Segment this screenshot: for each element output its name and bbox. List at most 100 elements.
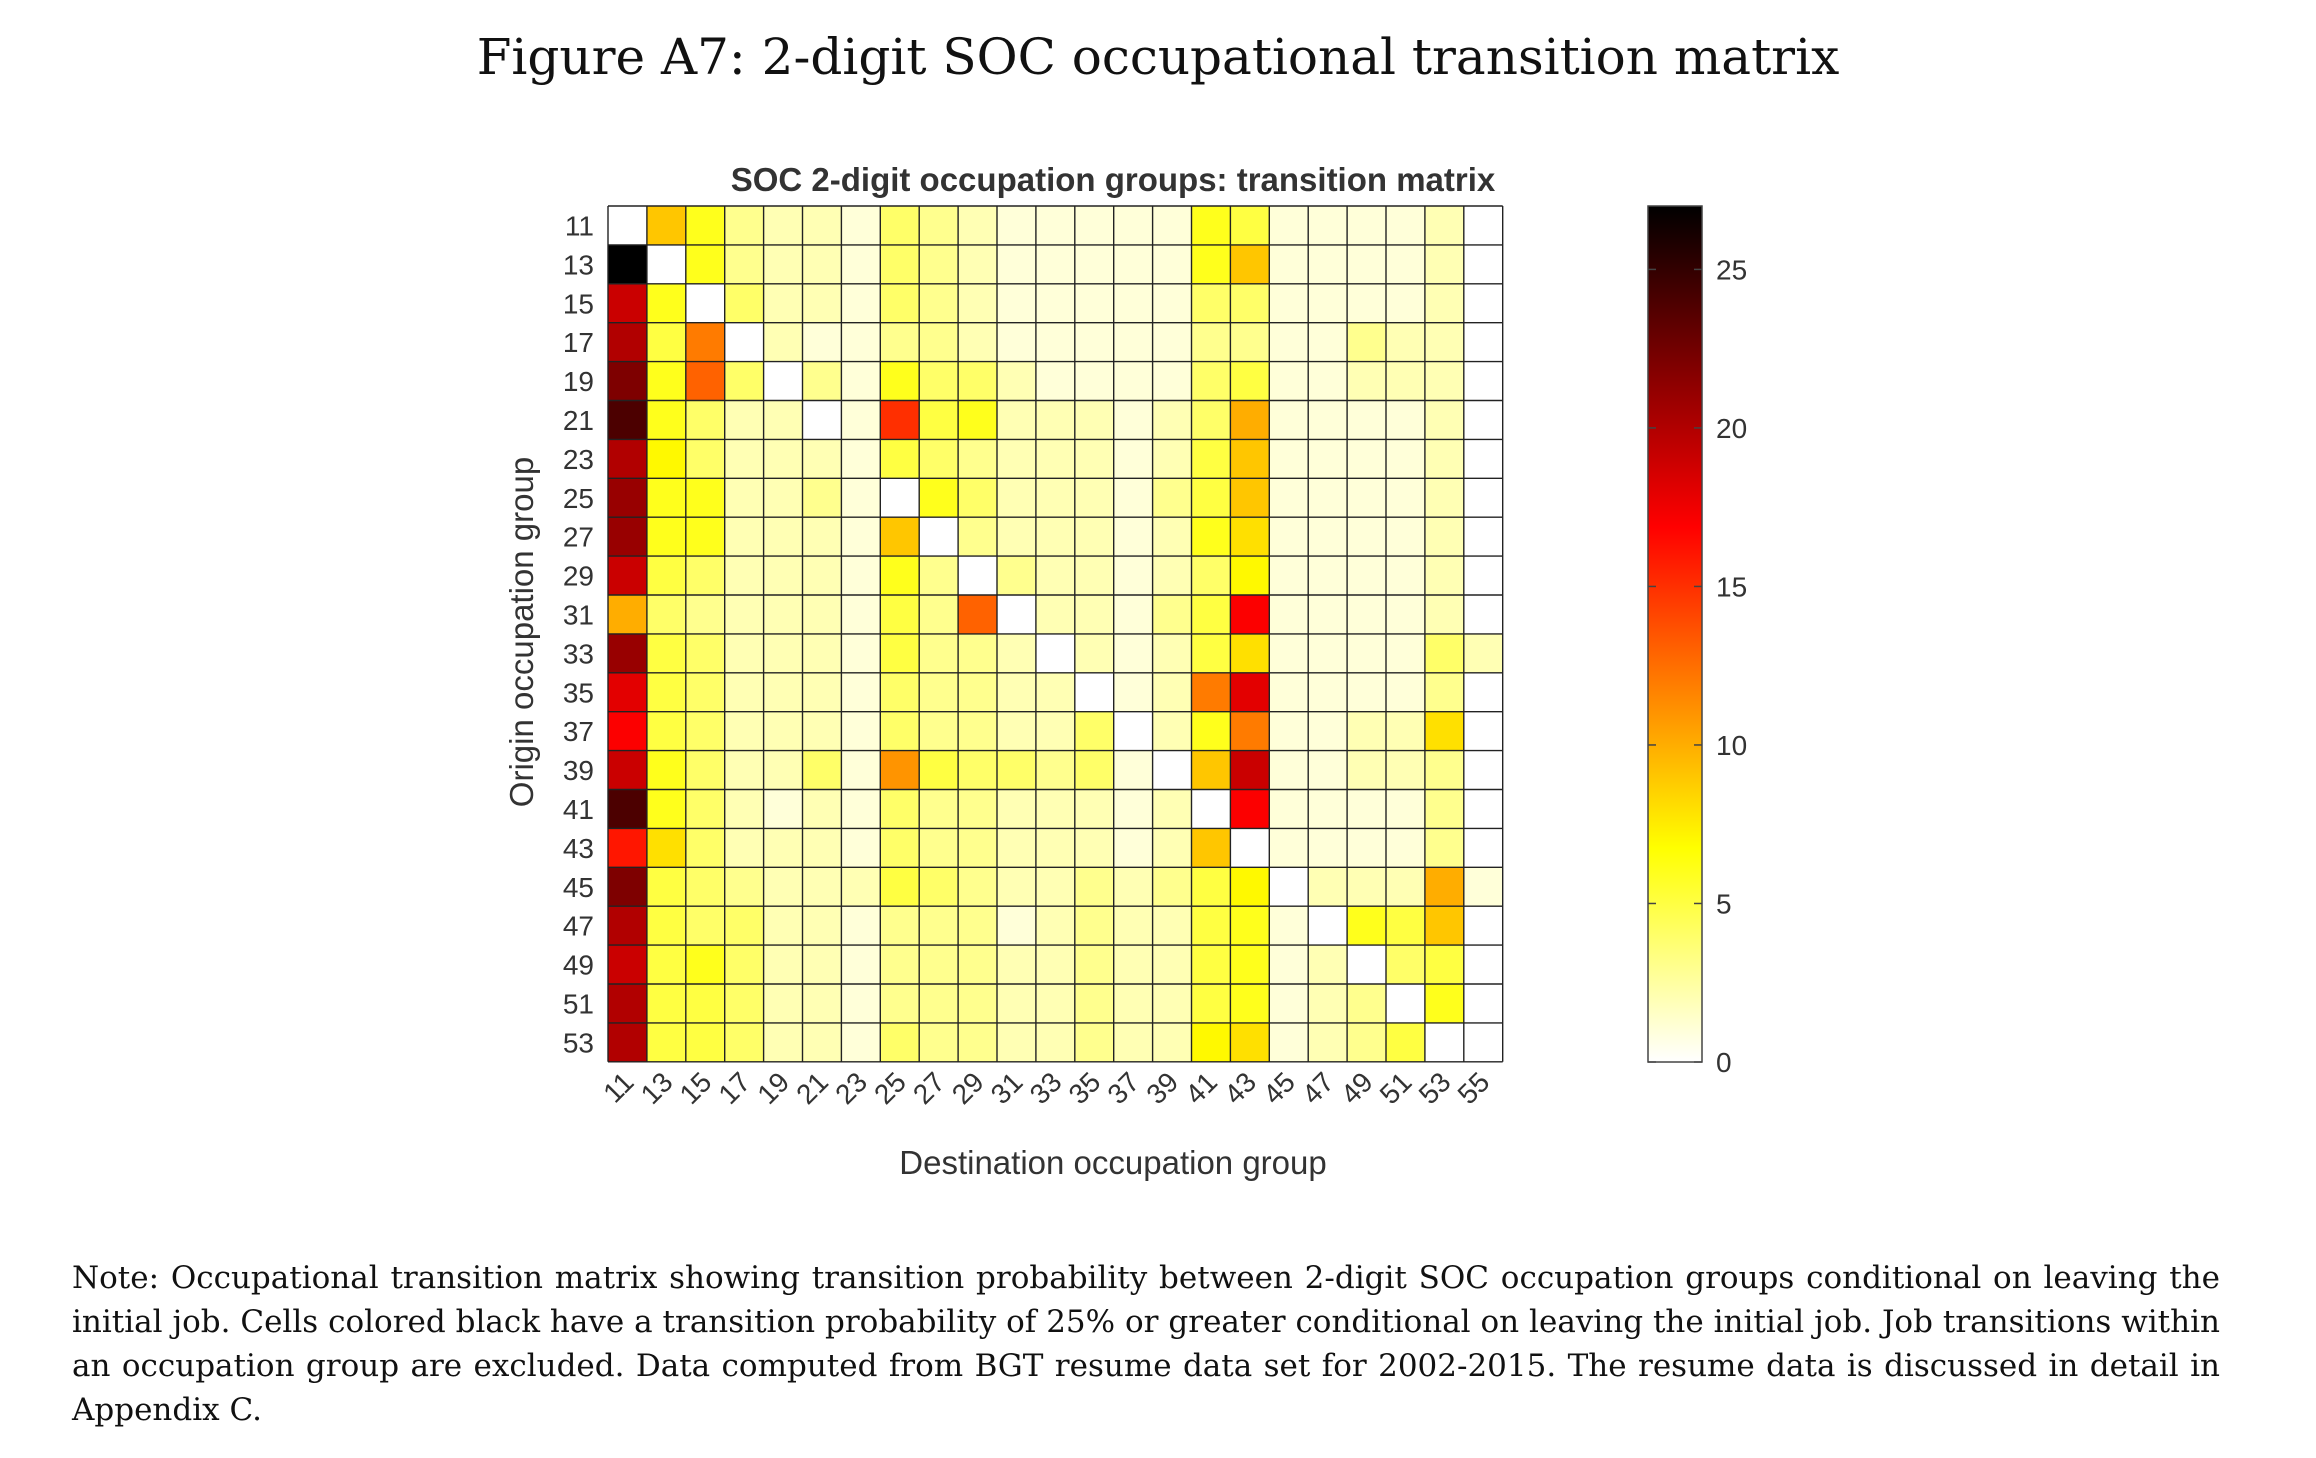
heatmap-cell-31-37	[1113, 595, 1153, 635]
heatmap-cell-33-41	[1191, 633, 1231, 674]
heatmap-cell-15-27	[919, 283, 959, 323]
heatmap-cell-31-25	[880, 595, 920, 635]
heatmap-cell-53-19	[763, 1022, 803, 1063]
heatmap-cell-35-27	[919, 672, 959, 712]
heatmap-cell-21-35	[1074, 400, 1114, 440]
heatmap-cell-11-55	[1463, 206, 1503, 246]
heatmap-cell-37-43	[1230, 711, 1270, 751]
heatmap-cell-39-45	[1269, 750, 1309, 790]
heatmap-cell-15-13	[646, 283, 687, 323]
heatmap-cell-47-19	[763, 906, 803, 946]
heatmap-cell-53-39	[1152, 1022, 1192, 1063]
row-tick-label: 13	[563, 249, 594, 280]
heatmap-cell-17-29	[958, 322, 998, 362]
heatmap-cell-45-11	[608, 867, 648, 907]
heatmap-cell-53-49	[1347, 1022, 1387, 1063]
heatmap-cell-47-27	[919, 906, 959, 946]
heatmap-cell-15-49	[1347, 283, 1387, 323]
column-tick-label: 37	[1101, 1066, 1145, 1110]
heatmap-cell-41-19	[763, 789, 803, 829]
column-tick-label: 15	[674, 1066, 718, 1110]
heatmap-cell-35-15	[685, 672, 725, 712]
row-tick-label: 29	[563, 561, 594, 592]
heatmap-cell-29-33	[1035, 556, 1076, 596]
heatmap-cell-39-31	[997, 750, 1037, 790]
heatmap-cell-47-23	[841, 906, 881, 946]
y-axis-label: Origin occupation group	[503, 457, 540, 807]
heatmap-cell-51-17	[724, 984, 764, 1024]
heatmap-cell-11-49	[1347, 206, 1387, 246]
heatmap-cell-39-23	[841, 750, 881, 790]
heatmap-cell-35-17	[724, 672, 764, 712]
heatmap-cell-43-19	[763, 828, 803, 868]
heatmap-cell-49-17	[724, 945, 764, 985]
heatmap-cell-23-45	[1269, 439, 1309, 479]
heatmap-cell-39-39	[1152, 750, 1192, 790]
heatmap-cell-41-47	[1308, 789, 1348, 829]
heatmap-cell-21-23	[841, 400, 881, 440]
heatmap-cell-15-51	[1386, 283, 1426, 323]
heatmap-cell-23-55	[1463, 439, 1503, 479]
heatmap-cell-33-33	[1035, 633, 1076, 674]
heatmap-cell-15-21	[802, 283, 842, 323]
heatmap-cell-15-25	[880, 283, 920, 323]
heatmap-cell-27-13	[646, 517, 687, 557]
heatmap-cell-53-45	[1269, 1022, 1309, 1063]
heatmap-cell-31-41	[1191, 595, 1231, 635]
heatmap-cell-27-35	[1074, 517, 1114, 557]
heatmap-cell-37-35	[1074, 711, 1114, 751]
heatmap-cell-25-19	[763, 478, 803, 518]
heatmap-cell-35-43	[1230, 672, 1270, 712]
heatmap-cell-23-37	[1113, 439, 1153, 479]
heatmap-cell-17-33	[1035, 322, 1076, 362]
heatmap-cell-39-49	[1347, 750, 1387, 790]
heatmap-cell-39-13	[646, 750, 687, 790]
heatmap-cell-33-13	[646, 633, 687, 674]
heatmap-cell-37-41	[1191, 711, 1231, 751]
heatmap-cell-29-27	[919, 556, 959, 596]
heatmap-cell-49-51	[1386, 945, 1426, 985]
heatmap-cell-19-31	[997, 361, 1037, 401]
heatmap-cell-21-47	[1308, 400, 1348, 440]
heatmap-cell-35-21	[802, 672, 842, 712]
heatmap-cell-21-21	[802, 400, 842, 440]
column-tick-label: 55	[1452, 1066, 1496, 1110]
heatmap-cell-53-47	[1308, 1022, 1348, 1063]
heatmap-cell-29-53	[1424, 556, 1465, 596]
heatmap-cell-29-35	[1074, 556, 1114, 596]
heatmap-cell-21-29	[958, 400, 998, 440]
heatmap-cell-43-39	[1152, 828, 1192, 868]
heatmap-cell-35-23	[841, 672, 881, 712]
heatmap-cell-13-19	[763, 244, 803, 285]
heatmap-cell-33-45	[1269, 633, 1309, 674]
heatmap-cell-13-51	[1386, 244, 1426, 285]
heatmap-cell-25-33	[1035, 478, 1076, 518]
heatmap-cell-11-39	[1152, 206, 1192, 246]
heatmap-cell-31-51	[1386, 595, 1426, 635]
row-tick-label: 17	[563, 327, 594, 358]
heatmap-cell-49-35	[1074, 945, 1114, 985]
heatmap-cell-29-45	[1269, 556, 1309, 596]
heatmap-cell-13-21	[802, 244, 842, 285]
column-tick-label: 29	[946, 1066, 990, 1110]
heatmap-cell-33-31	[997, 633, 1037, 674]
heatmap-cell-31-47	[1308, 595, 1348, 635]
heatmap-cell-27-31	[997, 517, 1037, 557]
heatmap-cell-35-53	[1424, 672, 1465, 712]
heatmap-cell-25-31	[997, 478, 1037, 518]
heatmap-cell-11-17	[724, 206, 764, 246]
colorbar-tick-label: 10	[1716, 730, 1747, 761]
heatmap-cell-37-47	[1308, 711, 1348, 751]
column-tick-label: 17	[712, 1066, 756, 1110]
heatmap-cell-17-49	[1347, 322, 1387, 362]
heatmap-cell-17-25	[880, 322, 920, 362]
heatmap-cell-49-27	[919, 945, 959, 985]
heatmap-cell-19-55	[1463, 361, 1503, 401]
heatmap-cell-27-37	[1113, 517, 1153, 557]
heatmap-cell-15-15	[685, 283, 725, 323]
heatmap-cell-25-29	[958, 478, 998, 518]
heatmap-cell-51-11	[608, 984, 648, 1024]
heatmap-cell-19-25	[880, 361, 920, 401]
heatmap-cell-17-27	[919, 322, 959, 362]
heatmap-cell-47-43	[1230, 906, 1270, 946]
